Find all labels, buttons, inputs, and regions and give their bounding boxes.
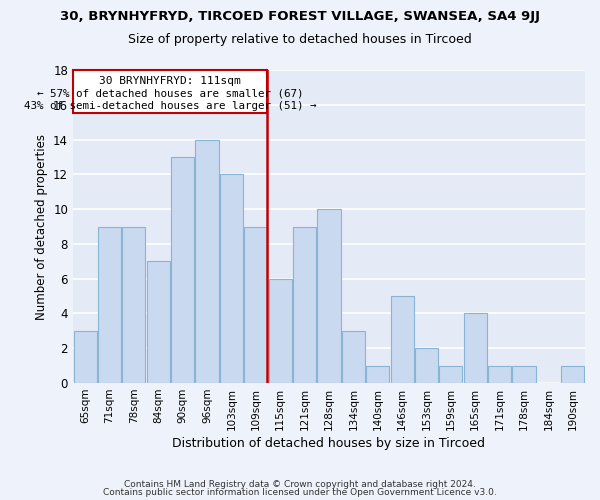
Bar bbox=[561, 366, 584, 383]
Bar bbox=[196, 140, 218, 383]
Bar bbox=[244, 226, 268, 383]
Bar bbox=[391, 296, 414, 383]
Bar bbox=[147, 262, 170, 383]
Bar bbox=[342, 331, 365, 383]
Bar bbox=[439, 366, 463, 383]
Bar bbox=[488, 366, 511, 383]
Bar bbox=[512, 366, 536, 383]
Text: 43% of semi-detached houses are larger (51) →: 43% of semi-detached houses are larger (… bbox=[24, 100, 316, 110]
FancyBboxPatch shape bbox=[73, 70, 267, 114]
Bar bbox=[269, 278, 292, 383]
X-axis label: Distribution of detached houses by size in Tircoed: Distribution of detached houses by size … bbox=[172, 437, 485, 450]
Bar bbox=[464, 314, 487, 383]
Bar bbox=[98, 226, 121, 383]
Text: Contains public sector information licensed under the Open Government Licence v3: Contains public sector information licen… bbox=[103, 488, 497, 497]
Text: ← 57% of detached houses are smaller (67): ← 57% of detached houses are smaller (67… bbox=[37, 88, 304, 99]
Text: Size of property relative to detached houses in Tircoed: Size of property relative to detached ho… bbox=[128, 32, 472, 46]
Bar bbox=[317, 209, 341, 383]
Bar bbox=[122, 226, 145, 383]
Text: Contains HM Land Registry data © Crown copyright and database right 2024.: Contains HM Land Registry data © Crown c… bbox=[124, 480, 476, 489]
Bar bbox=[293, 226, 316, 383]
Bar bbox=[74, 331, 97, 383]
Bar bbox=[220, 174, 243, 383]
Bar bbox=[171, 157, 194, 383]
Bar bbox=[366, 366, 389, 383]
Text: 30, BRYNHYFRYD, TIRCOED FOREST VILLAGE, SWANSEA, SA4 9JJ: 30, BRYNHYFRYD, TIRCOED FOREST VILLAGE, … bbox=[60, 10, 540, 23]
Bar bbox=[415, 348, 438, 383]
Y-axis label: Number of detached properties: Number of detached properties bbox=[35, 134, 47, 320]
Text: 30 BRYNHYFRYD: 111sqm: 30 BRYNHYFRYD: 111sqm bbox=[100, 76, 241, 86]
